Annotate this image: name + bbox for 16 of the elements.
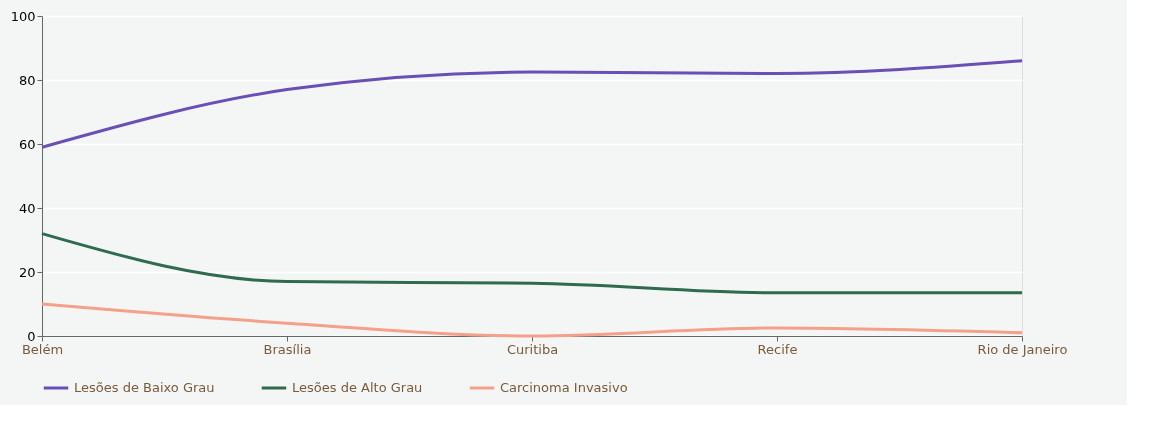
y-tick-label: 40 <box>18 200 36 216</box>
x-tick-label: Belém <box>21 341 64 357</box>
y-tick-label: 100 <box>10 8 36 24</box>
legend-label: Carcinoma Invasivo <box>500 380 628 395</box>
y-tick-label: 60 <box>18 136 36 152</box>
line-series <box>40 59 1024 149</box>
legend-label: Lesões de Baixo Grau <box>74 380 215 395</box>
y-tick-label: 20 <box>18 264 36 280</box>
y-tick-label: 0 <box>27 328 36 344</box>
x-tick-label: Brasília <box>263 341 312 357</box>
y-tick-label: 80 <box>18 72 36 88</box>
x-tick-label: Curitiba <box>506 341 559 357</box>
x-tick-label: Recife <box>757 341 798 357</box>
line-series <box>40 232 1024 295</box>
x-tick-label: Rio de Janeiro <box>977 341 1068 357</box>
legend-label: Lesões de Alto Grau <box>292 380 423 395</box>
